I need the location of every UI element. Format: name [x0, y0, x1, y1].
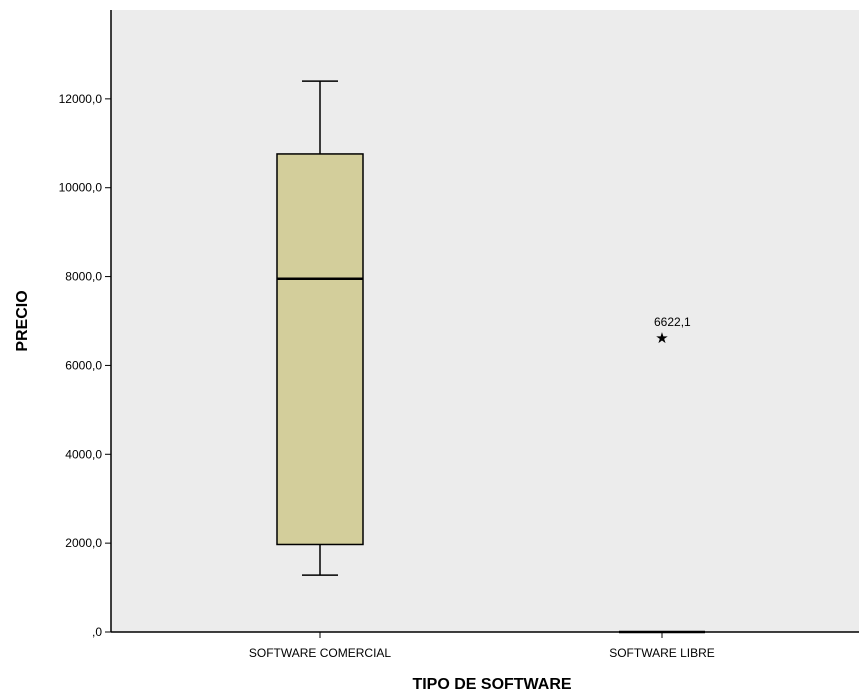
- box-iqr: [276, 153, 364, 546]
- x-ticks: SOFTWARE COMERCIAL SOFTWARE LIBRE: [249, 632, 715, 660]
- y-tick-label: 4000,0: [65, 447, 102, 461]
- x-tick-label: SOFTWARE COMERCIAL: [249, 646, 392, 660]
- y-axis-title: PRECIO: [14, 290, 31, 351]
- plot-area: [111, 10, 859, 632]
- y-tick-label: 12000,0: [59, 92, 103, 106]
- y-tick-label: ,0: [92, 625, 102, 639]
- y-tick-label: 6000,0: [65, 358, 102, 372]
- y-ticks: ,0 2000,0 4000,0 6000,0 8000,0 10000,0 12000,0: [59, 92, 111, 639]
- x-axis-title: TIPO DE SOFTWARE: [412, 676, 571, 693]
- y-tick-label: 2000,0: [65, 536, 102, 550]
- outliers: ★6622,1: [654, 315, 691, 347]
- outlier-star-icon: ★: [655, 329, 668, 347]
- box: [276, 80, 364, 576]
- axes: [110, 10, 859, 633]
- x-tick-label: SOFTWARE LIBRE: [609, 646, 715, 660]
- y-tick-label: 10000,0: [59, 181, 103, 195]
- boxes: [276, 80, 705, 634]
- y-tick-label: 8000,0: [65, 270, 102, 284]
- outlier-label: 6622,1: [654, 315, 691, 329]
